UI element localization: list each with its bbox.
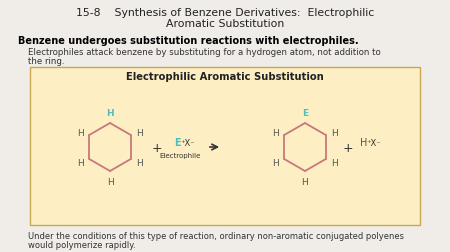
Text: +: + — [152, 141, 162, 154]
Text: Aromatic Substitution: Aromatic Substitution — [166, 19, 284, 29]
Text: ⁺X⁻: ⁺X⁻ — [366, 138, 381, 147]
Text: H: H — [331, 158, 338, 167]
Text: H: H — [77, 128, 84, 137]
Text: the ring.: the ring. — [28, 57, 64, 66]
Text: H: H — [107, 177, 113, 186]
Text: E: E — [302, 109, 308, 117]
Text: +: + — [343, 141, 353, 154]
Text: H: H — [272, 128, 279, 137]
Text: H: H — [331, 128, 338, 137]
Text: H: H — [106, 109, 114, 117]
Text: H: H — [272, 158, 279, 167]
FancyBboxPatch shape — [30, 68, 420, 225]
Text: Electrophiles attack benzene by substituting for a hydrogen atom, not addition t: Electrophiles attack benzene by substitu… — [28, 48, 381, 57]
Text: H: H — [302, 177, 308, 186]
Text: Electrophilic Aromatic Substitution: Electrophilic Aromatic Substitution — [126, 72, 324, 82]
Text: E: E — [174, 137, 180, 147]
Text: 15-8    Synthesis of Benzene Derivatives:  Electrophilic: 15-8 Synthesis of Benzene Derivatives: E… — [76, 8, 374, 18]
Text: H: H — [77, 158, 84, 167]
Text: Electrophile: Electrophile — [159, 152, 201, 158]
Text: would polymerize rapidly.: would polymerize rapidly. — [28, 240, 135, 249]
Text: ⁺X⁻: ⁺X⁻ — [180, 138, 194, 147]
Text: H: H — [360, 137, 367, 147]
Text: Under the conditions of this type of reaction, ordinary non-aromatic conjugated : Under the conditions of this type of rea… — [28, 231, 404, 240]
Text: H: H — [136, 158, 143, 167]
Text: Benzene undergoes substitution reactions with electrophiles.: Benzene undergoes substitution reactions… — [18, 36, 359, 46]
Text: H: H — [136, 128, 143, 137]
